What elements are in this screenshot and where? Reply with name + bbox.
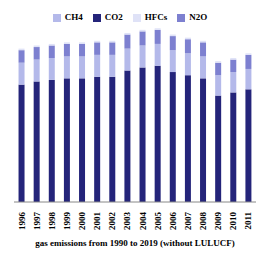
svg-text:2008: 2008 xyxy=(198,212,208,231)
svg-text:2000: 2000 xyxy=(77,212,87,231)
svg-text:2003: 2003 xyxy=(122,212,132,231)
html-text:N2O: N2O xyxy=(189,12,208,22)
svg-text:1998: 1998 xyxy=(47,212,57,231)
svg-text:2006: 2006 xyxy=(168,212,178,231)
svg-text:2001: 2001 xyxy=(92,212,102,231)
svg-text:2010: 2010 xyxy=(228,212,238,231)
html-text:gas emissions from 1990 to 201: gas emissions from 1990 to 2019 (without… xyxy=(35,238,235,248)
html-text:HFCs: HFCs xyxy=(144,12,168,22)
svg-text:1997: 1997 xyxy=(32,212,42,231)
svg-text:2004: 2004 xyxy=(138,212,148,231)
svg-text:2007: 2007 xyxy=(183,212,193,231)
svg-text:2002: 2002 xyxy=(107,212,117,231)
html-text:CO2: CO2 xyxy=(104,12,123,22)
svg-text:1999: 1999 xyxy=(62,212,72,231)
svg-text:1996: 1996 xyxy=(17,212,27,231)
svg-text:2009: 2009 xyxy=(213,212,223,231)
html-text:CH4: CH4 xyxy=(64,12,83,22)
svg-text:2011: 2011 xyxy=(243,212,253,230)
svg-text:2005: 2005 xyxy=(153,212,163,231)
